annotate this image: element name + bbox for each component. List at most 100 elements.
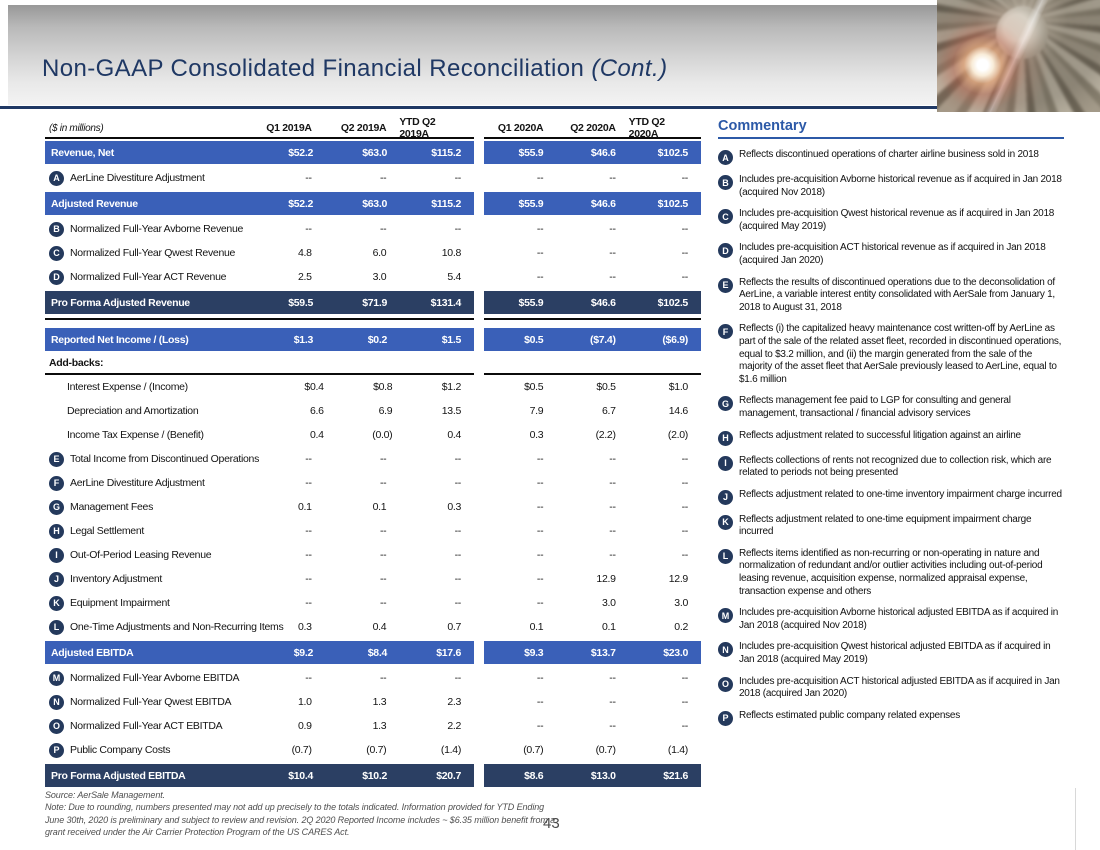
column-header: Q1 2019A xyxy=(266,122,312,134)
column-gap xyxy=(474,519,484,543)
cell-value: -- xyxy=(454,573,462,585)
cell-value: -- xyxy=(305,573,312,585)
rounding-note: Note: Due to rounding, numbers presented… xyxy=(45,802,556,838)
commentary-item-o: O Includes pre-acquisition ACT historical… xyxy=(718,676,1064,701)
cell-value: (1.4) xyxy=(667,744,688,756)
cell-value: 13.5 xyxy=(441,405,462,417)
cell-value: (0.0) xyxy=(372,429,393,441)
header-banner xyxy=(8,5,1100,105)
commentary-text: Includes pre-acquisition Avborne histori… xyxy=(739,174,1062,198)
commentary-text: Reflects adjustment related to successfu… xyxy=(739,429,1021,441)
cell-value xyxy=(325,353,400,373)
letter-badge-d: D xyxy=(718,243,733,259)
column-gap xyxy=(474,119,484,139)
commentary-text: Reflects discontinued operations of char… xyxy=(739,149,1039,160)
letter-badge-p: P xyxy=(718,710,733,726)
letter-badge-f: F xyxy=(49,475,64,491)
cell-value: $102.5 xyxy=(657,197,689,210)
row-block-2020: -- -- -- xyxy=(484,519,701,543)
page-number: 43 xyxy=(543,815,560,832)
row-block-2019: K Equipment Impairment -- -- -- xyxy=(45,591,474,615)
column-gap xyxy=(474,192,484,215)
commentary-item-p: P Reflects estimated public company relat… xyxy=(718,710,1064,726)
table-row: Interest Expense / (Income) $0.4 $0.8 $1.2 $… xyxy=(45,375,701,399)
row-label-text: Normalized Full-Year Avborne Revenue xyxy=(70,223,244,235)
column-gap xyxy=(474,764,484,787)
row-block-2019: I Out-Of-Period Leasing Revenue -- -- -- xyxy=(45,543,474,567)
row-block-2019: N Normalized Full-Year Qwest EBITDA 1.0 1.3… xyxy=(45,690,474,714)
column-gap xyxy=(474,738,484,762)
cell-value: -- xyxy=(609,223,616,235)
row-block-2019: C Normalized Full-Year Qwest Revenue 4.8 6.… xyxy=(45,241,474,265)
row-block-2020: -- -- -- xyxy=(484,714,701,738)
column-gap xyxy=(474,471,484,495)
letter-badge-a: A xyxy=(49,170,64,186)
cell-value: $8.4 xyxy=(367,646,388,659)
table-row: E Total Income from Discontinued Operatio… xyxy=(45,447,701,471)
column-gap xyxy=(474,591,484,615)
commentary-item-c: C Includes pre-acquisition Qwest historic… xyxy=(718,208,1064,233)
cell-value: -- xyxy=(681,172,689,184)
commentary-item-n: N Includes pre-acquisition Qwest historic… xyxy=(718,641,1064,666)
table-row: L One-Time Adjustments and Non-Recurring … xyxy=(45,615,701,639)
cell-value: -- xyxy=(536,453,544,465)
cell-value: -- xyxy=(609,525,616,537)
row-label: N Normalized Full-Year Qwest EBITDA xyxy=(45,690,250,714)
cell-value: ($7.4) xyxy=(590,333,616,346)
cell-value: -- xyxy=(536,696,544,708)
page-title-main: Non-GAAP Consolidated Financial Reconcil… xyxy=(42,55,592,82)
cell-value: -- xyxy=(305,672,312,684)
row-label-text: Out-Of-Period Leasing Revenue xyxy=(70,549,212,561)
cell-value: (2.0) xyxy=(667,429,688,441)
row-block-2019: Add-backs: xyxy=(45,353,474,375)
letter-badge-g: G xyxy=(49,499,64,515)
cell-value: -- xyxy=(609,247,616,259)
cell-value: -- xyxy=(305,525,312,537)
cell-value: -- xyxy=(379,223,387,235)
cell-value: $0.4 xyxy=(304,381,324,393)
cell-value xyxy=(399,353,474,373)
cell-value: -- xyxy=(454,549,462,561)
cell-value: 10.8 xyxy=(441,247,462,259)
letter-badge-p: P xyxy=(49,742,64,758)
cell-value: -- xyxy=(681,501,689,513)
cell-value: $46.6 xyxy=(590,146,616,159)
cell-value: 0.7 xyxy=(447,621,462,633)
cell-value: (2.2) xyxy=(595,429,616,441)
letter-badge-e: E xyxy=(718,277,733,293)
cell-value: $20.7 xyxy=(436,769,461,782)
commentary-item-k: K Reflects adjustment related to one-time… xyxy=(718,514,1064,539)
commentary-text: Includes pre-acquisition Avborne histori… xyxy=(739,607,1059,631)
row-label: Pro Forma Adjusted Revenue xyxy=(45,291,252,314)
row-label-text: Income Tax Expense / (Benefit) xyxy=(67,429,204,441)
commentary-panel: Commentary A Reflects discontinued operat… xyxy=(718,118,1064,735)
cell-value: $0.8 xyxy=(373,381,393,393)
cell-value: -- xyxy=(536,271,544,283)
row-label: Adjusted Revenue xyxy=(45,192,252,215)
row-label-text: Adjusted EBITDA xyxy=(51,646,134,659)
row-label-text: Adjusted Revenue xyxy=(51,197,138,210)
letter-badge-n: N xyxy=(718,642,733,658)
cell-value: $13.7 xyxy=(590,646,616,659)
cell-value: 2.2 xyxy=(447,720,462,732)
cell-value: $9.2 xyxy=(293,646,314,659)
cell-value: 14.6 xyxy=(668,405,689,417)
column-gap xyxy=(474,166,484,190)
row-block-2020: $0.5 ($7.4) ($6.9) xyxy=(484,328,701,351)
commentary-item-l: L Reflects items identified as non-recurr… xyxy=(718,548,1064,598)
lens-flare-art xyxy=(937,0,1100,112)
row-block-2019: M Normalized Full-Year Avborne EBITDA -- --… xyxy=(45,666,474,690)
letter-badge-m: M xyxy=(49,670,64,686)
cell-value: -- xyxy=(609,501,616,513)
page-title: Non-GAAP Consolidated Financial Reconcil… xyxy=(42,55,667,83)
row-block-2019: G Management Fees 0.1 0.1 0.3 xyxy=(45,495,474,519)
header-block-2020: Q1 2020A Q2 2020A YTD Q2 2020A xyxy=(484,116,701,140)
page-title-cont: (Cont.) xyxy=(591,55,668,82)
cell-value: 12.9 xyxy=(668,573,689,585)
row-label: E Total Income from Discontinued Operatio… xyxy=(45,447,259,471)
table-row: Depreciation and Amortization 6.6 6.9 13.5 7… xyxy=(45,399,701,423)
column-gap xyxy=(474,291,484,314)
table-row: B Normalized Full-Year Avborne Revenue -- -… xyxy=(45,217,701,241)
column-header: YTD Q2 2020A xyxy=(628,116,665,140)
letter-badge-j: J xyxy=(49,571,64,587)
